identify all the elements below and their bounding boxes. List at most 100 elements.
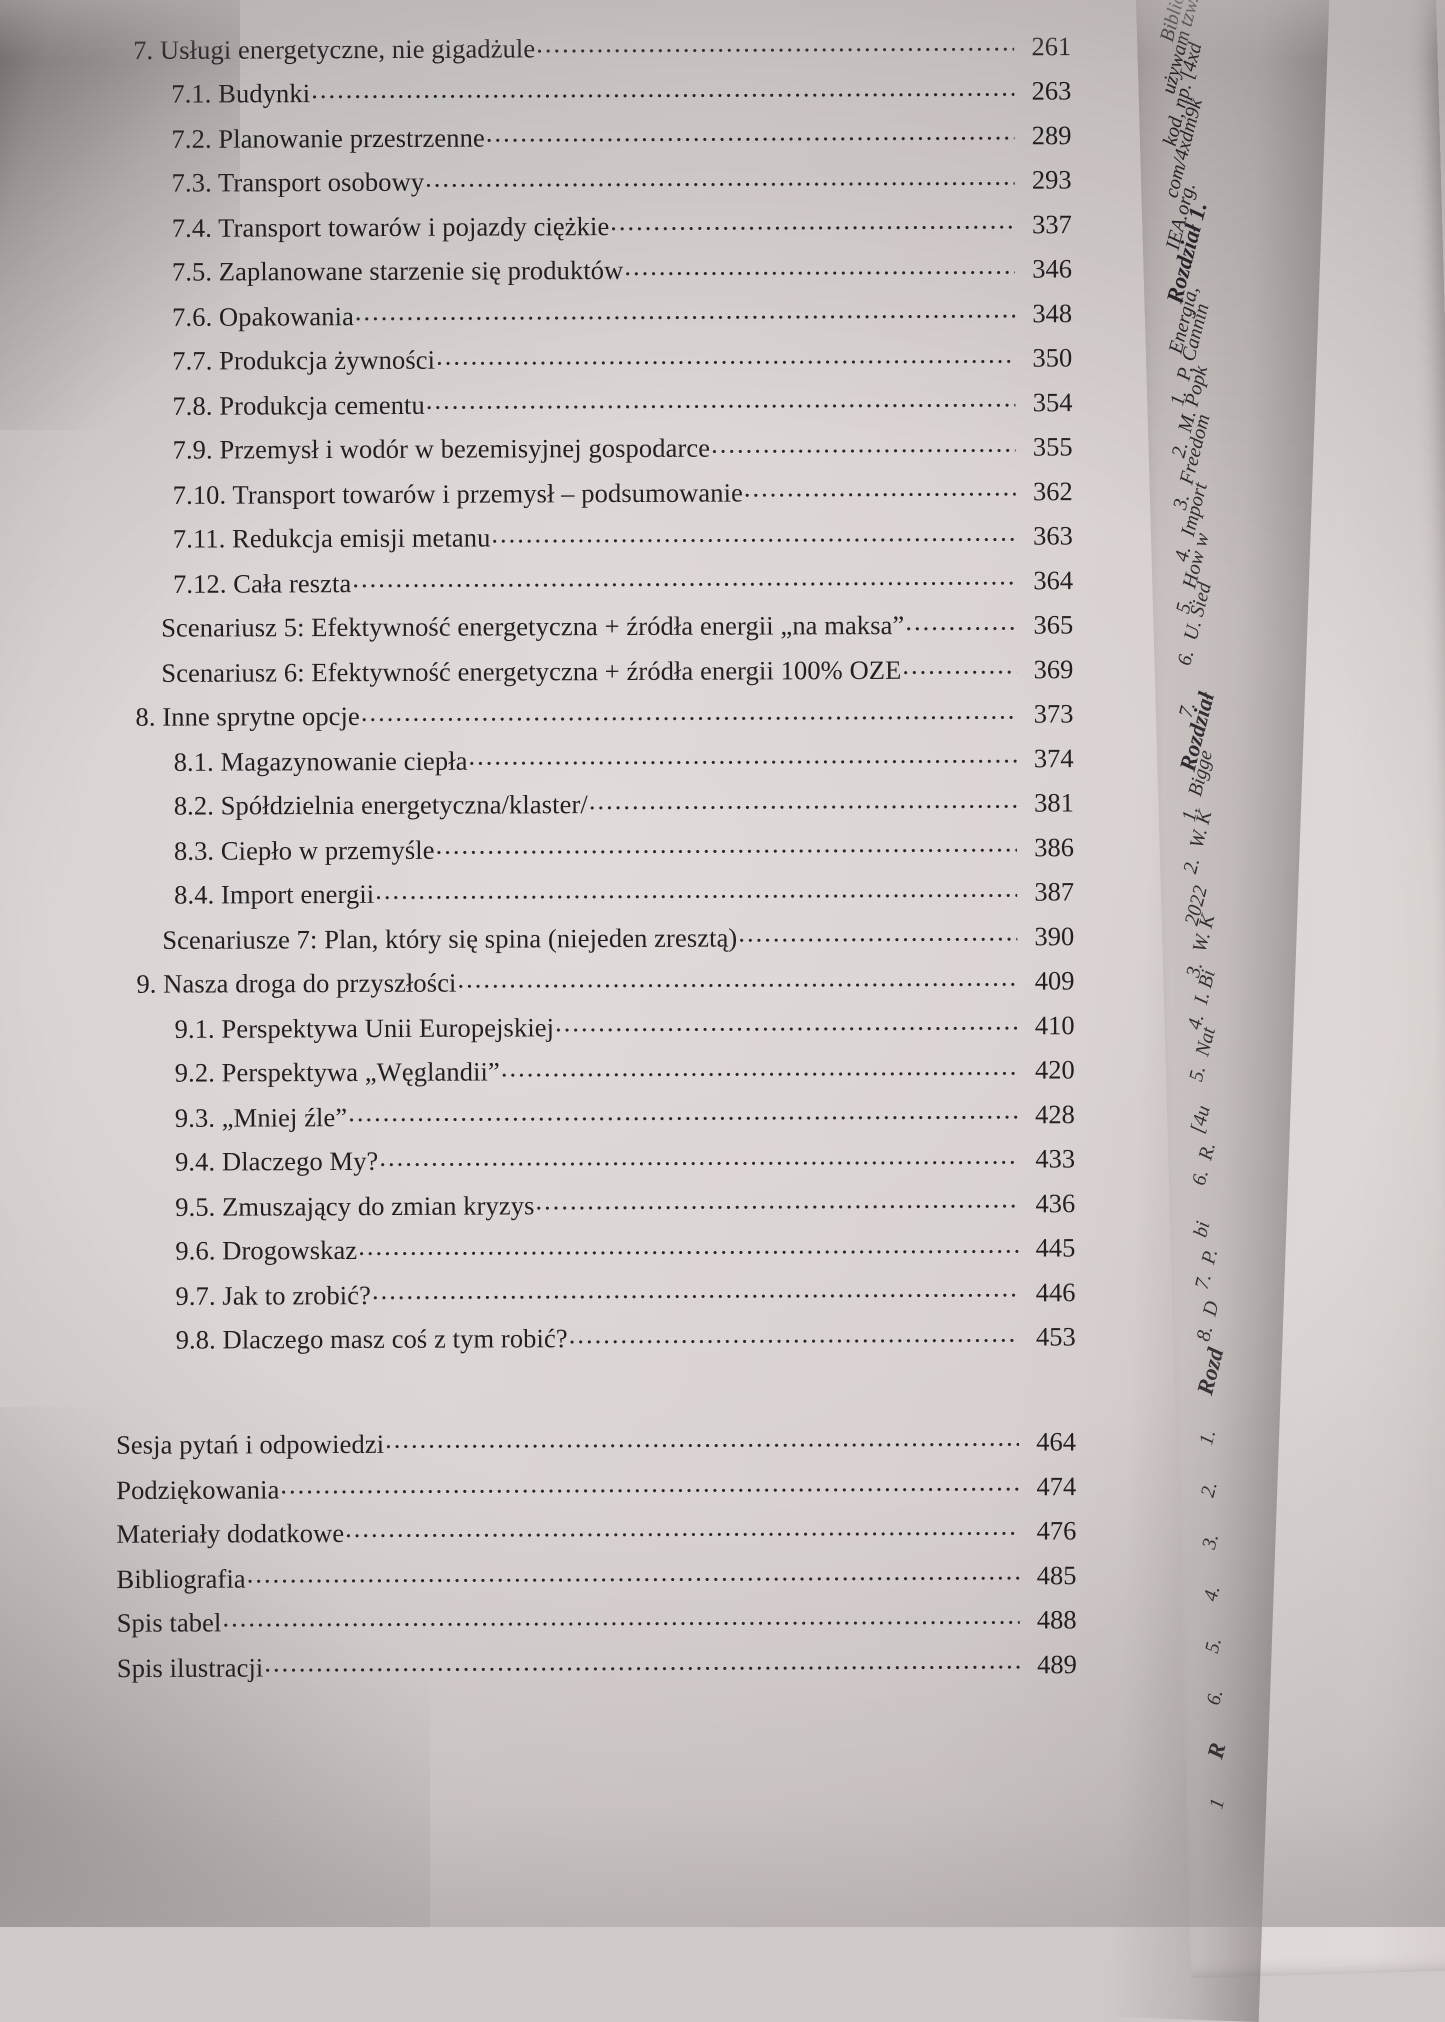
toc-entry[interactable]: 9.4. Dlaczego My? 433 (175, 1141, 1075, 1176)
bibliography-item: 5. (1201, 1625, 1230, 1656)
toc-entry[interactable]: 7.9. Przemysł i wodór w bezemisyjnej gos… (172, 429, 1073, 465)
toc-entry-page-number: 355 (1032, 431, 1073, 462)
toc-entry-page-number: 362 (1032, 475, 1073, 506)
toc-leader-dots (247, 1557, 1020, 1587)
toc-entry-label: 9.3. „Mniej źle” (174, 1101, 348, 1133)
toc-entry[interactable]: Podziękowania 474 (116, 1468, 1076, 1504)
toc-entry[interactable]: 7.5. Zaplanowane starzenie się produktów… (171, 251, 1072, 287)
toc-entry-label: 9.1. Perspektywa Unii Europejskiej (174, 1011, 555, 1044)
toc-entry-page-number: 381 (1033, 787, 1074, 818)
toc-entry[interactable]: Spis ilustracji 489 (117, 1646, 1077, 1682)
toc-leader-dots (535, 1185, 1018, 1214)
toc-entry[interactable]: 8.1. Magazynowanie ciepła 374 (174, 740, 1074, 777)
toc-entry[interactable]: 9.8. Dlaczego masz coś z tym robić? 453 (176, 1319, 1076, 1354)
toc-entry[interactable]: 9.6. Drogowskaz 445 (175, 1230, 1076, 1266)
toc-entry[interactable]: 7.11. Redukcja emisji metanu 363 (172, 518, 1073, 554)
toc-leader-dots (738, 918, 1017, 946)
toc-entry[interactable]: 7.10. Transport towarów i przemysł – pod… (173, 473, 1073, 510)
toc-entry[interactable]: 7.3. Transport osobowy 293 (171, 162, 1072, 198)
toc-entry-label: 8. Inne sprytne opcje (135, 700, 360, 732)
toc-entry[interactable]: Scenariusz 6: Efektywność energetyczna +… (161, 651, 1073, 688)
toc-leader-dots (610, 206, 1015, 234)
toc-entry[interactable]: 7.6. Opakowania 348 (172, 295, 1072, 332)
bibliography-item: 8.D (1192, 1299, 1224, 1344)
toc-entry-page-number: 453 (1035, 1321, 1076, 1352)
toc-leader-dots (711, 429, 1016, 457)
toc-leader-dots (436, 340, 1015, 369)
toc-leader-dots (358, 1230, 1018, 1259)
toc-entry-page-number: 363 (1033, 520, 1073, 551)
toc-entry-page-number: 390 (1034, 920, 1075, 951)
toc-entry[interactable]: 9.5. Zmuszający do zmian kryzys 436 (175, 1185, 1075, 1222)
toc-entry[interactable]: 8.2. Spółdzielnia energetyczna/klaster/3… (173, 785, 1074, 821)
toc-entry-page-number: 289 (1031, 119, 1072, 150)
toc-leader-dots (345, 1513, 1019, 1542)
toc-leader-dots (569, 1319, 1019, 1347)
toc-leader-dots (555, 1007, 1018, 1035)
toc-leader-dots (426, 384, 1016, 413)
toc-entry[interactable]: Bibliografia 485 (116, 1557, 1077, 1593)
toc-entry[interactable]: Spis tabel 488 (117, 1601, 1077, 1637)
toc-entry-page-number: 354 (1032, 386, 1073, 417)
toc-entry-page-number: 387 (1034, 876, 1075, 907)
toc-entry[interactable]: 9.3. „Mniej źle” 428 (174, 1096, 1075, 1133)
toc-entry-label: 8.2. Spółdzielnia energetyczna/klaster/ (173, 789, 588, 821)
toc-entry[interactable]: Materiały dodatkowe 476 (116, 1512, 1076, 1549)
toc-entry-label: 7.11. Redukcja emisji metanu (172, 522, 491, 554)
toc-entry-page-number: 445 (1035, 1232, 1076, 1263)
toc-leader-dots (468, 740, 1016, 769)
bibliography-item-number: 5. (1200, 1635, 1227, 1656)
toc-entry-label: Materiały dodatkowe (116, 1517, 345, 1549)
toc-leader-dots (436, 829, 1017, 858)
toc-entry[interactable]: 9. Nasza droga do przyszłości 409 (136, 963, 1075, 998)
toc-entry-label: 7.9. Przemysł i wodór w bezemisyjnej gos… (172, 432, 711, 465)
toc-entry-label: Sesja pytań i odpowiedzi (115, 1428, 385, 1460)
bibliography-item-text: Nat (1191, 1024, 1220, 1059)
bibliography-item: 5.Nat (1185, 1025, 1221, 1084)
toc-entry-label: 7.5. Zaplanowane starzenie się produktów (171, 254, 624, 287)
toc-entry-page-number: 409 (1034, 965, 1075, 996)
bibliography-item: 1 (1205, 1781, 1234, 1812)
toc-entry-page-number: 485 (1036, 1559, 1077, 1590)
toc-leader-dots (536, 28, 1014, 57)
toc-entry[interactable]: 7.1. Budynki 263 (171, 73, 1071, 108)
toc-entry[interactable]: 9.7. Jak to zrobić? 446 (175, 1274, 1076, 1311)
bibliography-item-number: 1 (1205, 1796, 1230, 1812)
toc-entry-page-number: 337 (1031, 208, 1072, 239)
toc-entry[interactable]: 7.8. Produkcja cementu 354 (172, 384, 1073, 421)
toc-leader-dots (280, 1468, 1019, 1498)
toc-entry[interactable]: 7.7. Produkcja żywności 350 (172, 340, 1072, 376)
toc-leader-dots (379, 1141, 1018, 1170)
toc-entry[interactable]: 8.3. Ciepło w przemyśle 386 (174, 829, 1074, 866)
toc-entry-page-number: 261 (1031, 30, 1072, 61)
toc-entry-page-number: 365 (1033, 609, 1074, 640)
toc-entry[interactable]: 7.4. Transport towarów i pojazdy ciężkie… (172, 206, 1072, 243)
toc-leader-dots (589, 785, 1017, 813)
bibliography-item: 2. (1197, 1469, 1226, 1500)
bibliography-item: 4. (1200, 1573, 1229, 1604)
toc-entry[interactable]: 9.1. Perspektywa Unii Europejskiej 410 (174, 1007, 1075, 1044)
toc-entry[interactable]: Scenariusz 5: Efektywność energetyczna +… (161, 607, 1074, 642)
toc-entry[interactable]: 7.2. Planowanie przestrzenne 289 (171, 117, 1072, 154)
toc-entry-label: 7.7. Produkcja żywności (172, 344, 436, 376)
toc-entry[interactable]: 7. Usługi energetyczne, nie gigadżule 261 (133, 28, 1072, 65)
toc-leader-dots (348, 1096, 1018, 1125)
toc-leader-dots (355, 295, 1015, 324)
toc-leader-dots (352, 562, 1016, 591)
toc-leader-dots (744, 473, 1016, 501)
bibliography-item: 4.I. Bi (1184, 968, 1221, 1032)
toc-entry[interactable]: 8.4. Import energii 387 (174, 874, 1075, 910)
toc-entry-label: 8.4. Import energii (174, 878, 375, 910)
toc-entry[interactable]: Sesja pytań i odpowiedzi 464 (115, 1423, 1076, 1460)
toc-entry-label: 7.6. Opakowania (172, 300, 354, 332)
toc-leader-dots (905, 607, 1016, 634)
toc-entry[interactable]: 7.12. Cała reszta 364 (173, 562, 1073, 599)
toc-entry[interactable]: 8. Inne sprytne opcje 373 (135, 696, 1073, 732)
toc-entry-label: 9.6. Drogowskaz (175, 1234, 358, 1266)
toc-entry[interactable]: Scenariusze 7: Plan, który się spina (ni… (162, 918, 1075, 955)
toc-entry-label: 7.3. Transport osobowy (171, 166, 425, 198)
toc-entry-page-number: 446 (1035, 1276, 1076, 1307)
toc-leader-dots (457, 963, 1017, 991)
toc-entry[interactable]: 9.2. Perspektywa „Węglandii” 420 (175, 1052, 1075, 1087)
toc-leader-dots (222, 1602, 1019, 1631)
